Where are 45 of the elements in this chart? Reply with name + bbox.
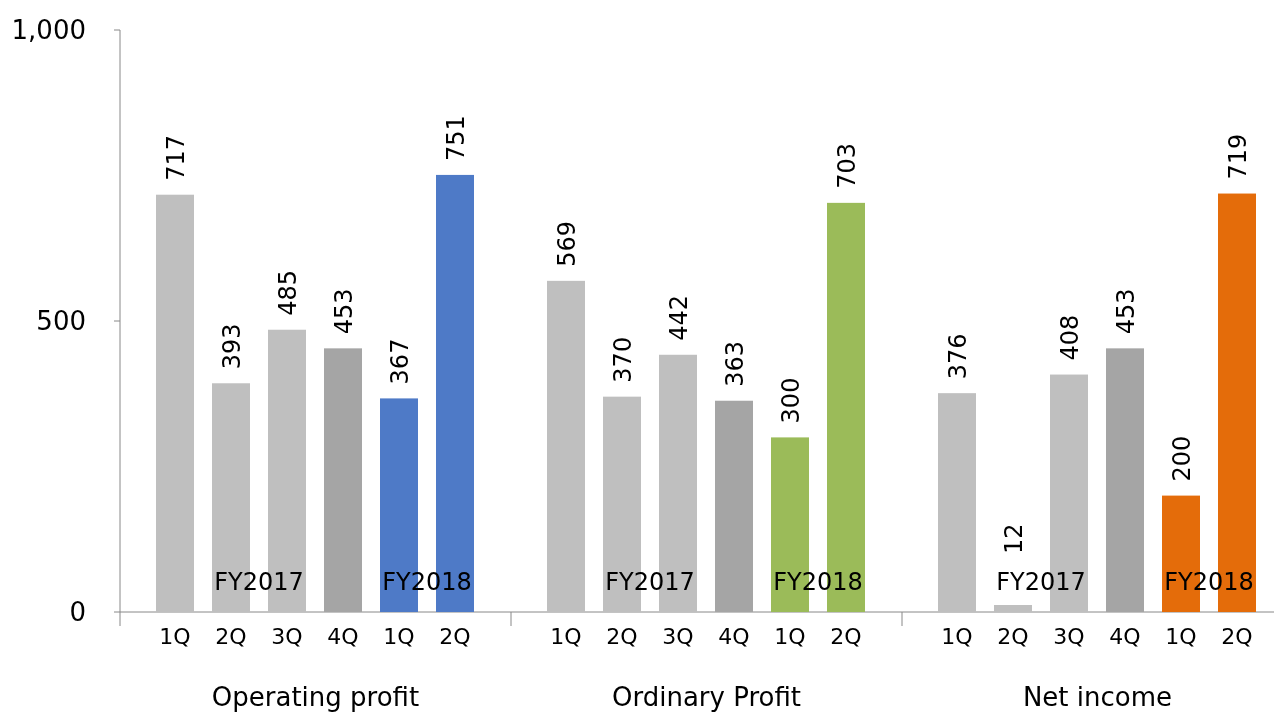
x-tick-label: 1Q <box>774 624 806 649</box>
data-label: 453 <box>330 288 358 335</box>
data-label: 12 <box>1000 523 1028 554</box>
data-label: 376 <box>944 333 972 380</box>
data-label: 453 <box>1112 288 1140 335</box>
data-label: 393 <box>218 323 246 370</box>
annotation: FY2017 <box>996 568 1086 596</box>
x-tick-label: 4Q <box>327 624 359 649</box>
x-tick-label: 2Q <box>997 624 1029 649</box>
annotation: FY2017 <box>605 568 695 596</box>
text: Net income <box>1022 682 1173 712</box>
data-label: 363 <box>721 340 749 387</box>
x-tick-label: 2Q <box>439 624 471 649</box>
data-label: 717 <box>162 134 190 181</box>
y-tick-label: 0 <box>69 597 86 628</box>
x-tick-label: 3Q <box>1053 624 1085 649</box>
data-label: 703 <box>833 143 861 189</box>
data-label: 442 <box>665 294 693 341</box>
y-tick-label: 1,000 <box>11 15 86 46</box>
data-label: 485 <box>274 269 302 316</box>
x-tick-label: 3Q <box>662 624 694 649</box>
x-tick-label: 1Q <box>383 624 415 649</box>
data-label: 719 <box>1224 133 1252 180</box>
data-label: 367 <box>386 338 414 385</box>
x-tick-label: 3Q <box>271 624 303 649</box>
x-tick-label: 1Q <box>941 624 973 649</box>
data-label: 569 <box>553 221 581 267</box>
data-label: 751 <box>442 115 470 161</box>
data-label: 408 <box>1056 314 1084 361</box>
x-tick-label: 2Q <box>606 624 638 649</box>
x-tick-label: 2Q <box>830 624 862 649</box>
x-tick-label: 1Q <box>550 624 582 649</box>
data-label: 370 <box>609 336 637 383</box>
text: Operating profit <box>211 682 420 712</box>
y-tick-label: 500 <box>36 306 86 337</box>
data-label: 300 <box>777 377 805 424</box>
x-tick-label: 1Q <box>1165 624 1197 649</box>
text: Ordinary Profit <box>612 682 801 712</box>
x-tick-label: 1Q <box>159 624 191 649</box>
annotation: FY2017 <box>214 568 304 596</box>
x-tick-label: 2Q <box>1221 624 1253 649</box>
x-tick-label: 4Q <box>1109 624 1141 649</box>
x-tick-label: 4Q <box>718 624 750 649</box>
x-tick-label: 2Q <box>215 624 247 649</box>
data-label: 200 <box>1168 435 1196 482</box>
